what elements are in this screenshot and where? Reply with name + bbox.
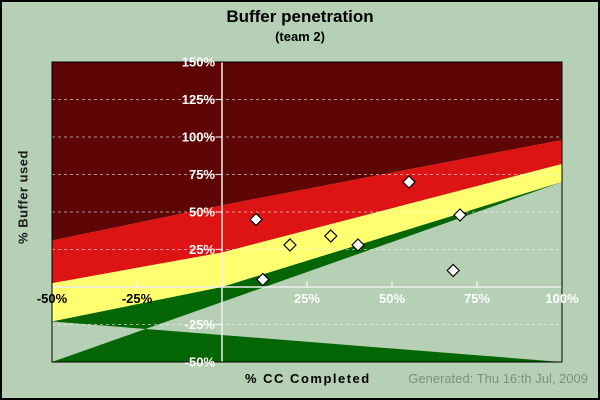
y-tick-label: 100% — [182, 130, 216, 145]
plot-border — [51, 61, 563, 363]
x-tick-label: -50% — [37, 291, 68, 306]
y-tick-label: 75% — [189, 167, 215, 182]
x-tick-label: 100% — [545, 291, 579, 306]
x-tick-label: 75% — [464, 291, 490, 306]
x-axis-title: % CC Completed — [245, 371, 371, 386]
x-tick-label: 25% — [294, 291, 320, 306]
y-tick-label: -50% — [185, 355, 216, 370]
data-point-filled-diamond — [255, 272, 270, 287]
data-point-filled-diamond — [249, 212, 263, 227]
data-point-open-diamond — [323, 229, 338, 243]
x-tick-label: -25% — [122, 291, 153, 306]
x-tick-label: 50% — [379, 291, 405, 306]
y-tick-label: 125% — [182, 92, 216, 107]
data-point-filled-diamond — [402, 175, 416, 189]
zone-dark_red — [52, 62, 562, 241]
zone-yellow — [52, 164, 562, 322]
chart-subtitle: (team 2) — [275, 29, 325, 44]
data-point-filled-diamond — [351, 238, 365, 252]
chart-title: Buffer penetration — [226, 7, 374, 26]
zone-green — [52, 182, 562, 362]
data-point-filled-diamond — [446, 263, 461, 278]
y-tick-label: 150% — [182, 55, 216, 70]
y-tick-label: 25% — [189, 242, 215, 257]
y-tick-label: -25% — [185, 317, 216, 332]
y-tick-label: 50% — [189, 205, 215, 220]
generated-timestamp: Generated: Thu 16:th Jul, 2009 — [408, 371, 588, 386]
data-point-open-diamond — [283, 238, 297, 252]
data-point-filled-diamond — [453, 208, 467, 222]
